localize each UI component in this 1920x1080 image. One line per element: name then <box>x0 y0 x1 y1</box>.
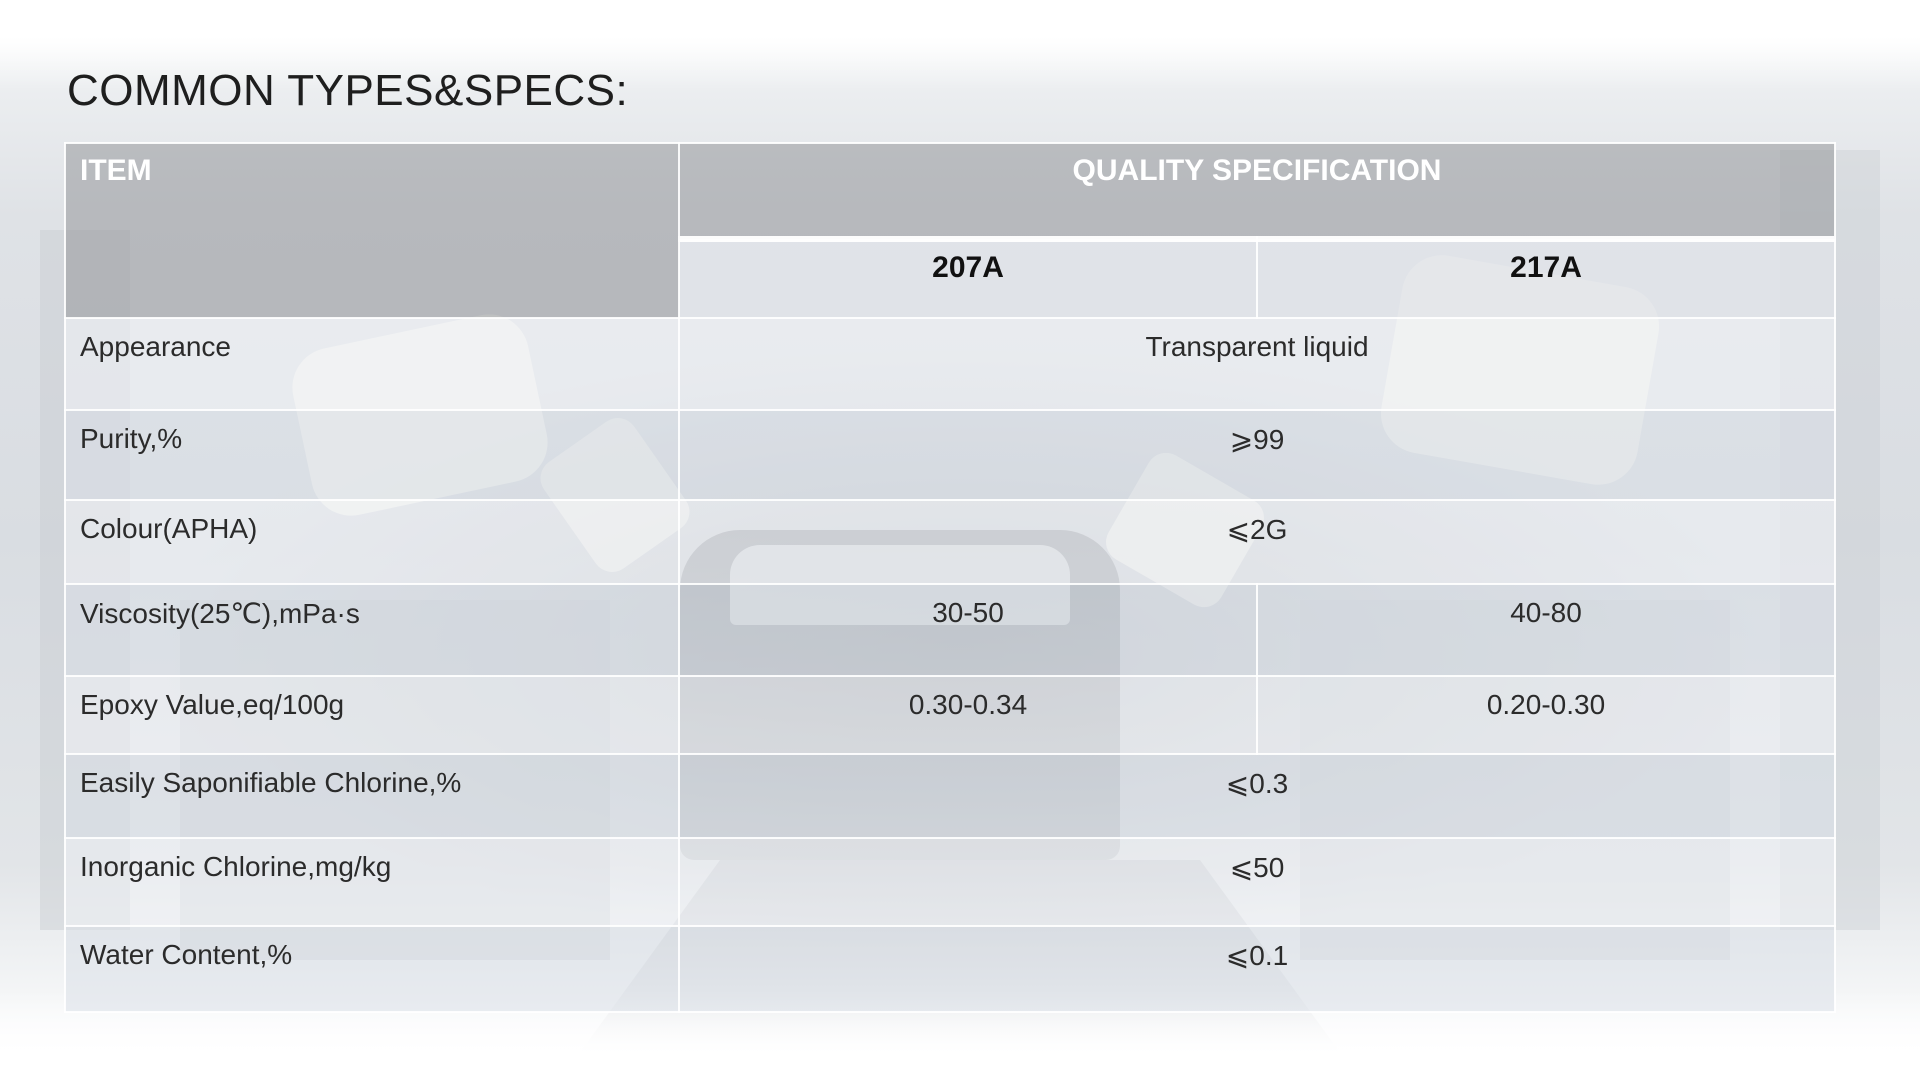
table-row: Inorganic Chlorine,mg/kg ⩽50 <box>64 837 1836 927</box>
row-label: Appearance <box>64 317 680 411</box>
table-row: Colour(APHA) ⩽2G <box>64 499 1836 585</box>
table-row: Appearance Transparent liquid <box>64 317 1836 411</box>
page-title: COMMON TYPES&SPECS: <box>67 66 629 115</box>
row-label: Inorganic Chlorine,mg/kg <box>64 837 680 927</box>
row-value: ⩽50 <box>678 837 1836 927</box>
header-quality-specification: QUALITY SPECIFICATION <box>678 142 1836 242</box>
row-label: Viscosity(25℃),mPa·s <box>64 583 680 677</box>
header-item: ITEM <box>64 142 680 319</box>
specs-table: ITEM QUALITY SPECIFICATION 207A 217A App… <box>64 142 1836 1013</box>
table-row: Easily Saponifiable Chlorine,% ⩽0.3 <box>64 753 1836 839</box>
header-grade-217a: 217A <box>1256 238 1836 319</box>
row-value: ⩾99 <box>678 409 1836 501</box>
row-label: Purity,% <box>64 409 680 501</box>
row-value-207a: 30-50 <box>678 583 1258 677</box>
row-value-217a: 0.20-0.30 <box>1256 675 1836 755</box>
row-label: Easily Saponifiable Chlorine,% <box>64 753 680 839</box>
row-value: ⩽2G <box>678 499 1836 585</box>
row-value-207a: 0.30-0.34 <box>678 675 1258 755</box>
row-value-217a: 40-80 <box>1256 583 1836 677</box>
row-label: Epoxy Value,eq/100g <box>64 675 680 755</box>
table-row: Water Content,% ⩽0.1 <box>64 925 1836 1013</box>
row-label: Colour(APHA) <box>64 499 680 585</box>
table-grade-row: 207A 217A <box>65 238 1836 319</box>
table-row: Purity,% ⩾99 <box>64 409 1836 501</box>
header-grade-207a: 207A <box>678 238 1258 319</box>
table-header-row: ITEM QUALITY SPECIFICATION <box>64 142 1836 319</box>
row-label: Water Content,% <box>64 925 680 1013</box>
row-value: Transparent liquid <box>678 317 1836 411</box>
table-row: Epoxy Value,eq/100g 0.30-0.34 0.20-0.30 <box>64 675 1836 755</box>
table-row: Viscosity(25℃),mPa·s 30-50 40-80 <box>64 583 1836 677</box>
row-value: ⩽0.1 <box>678 925 1836 1013</box>
row-value: ⩽0.3 <box>678 753 1836 839</box>
